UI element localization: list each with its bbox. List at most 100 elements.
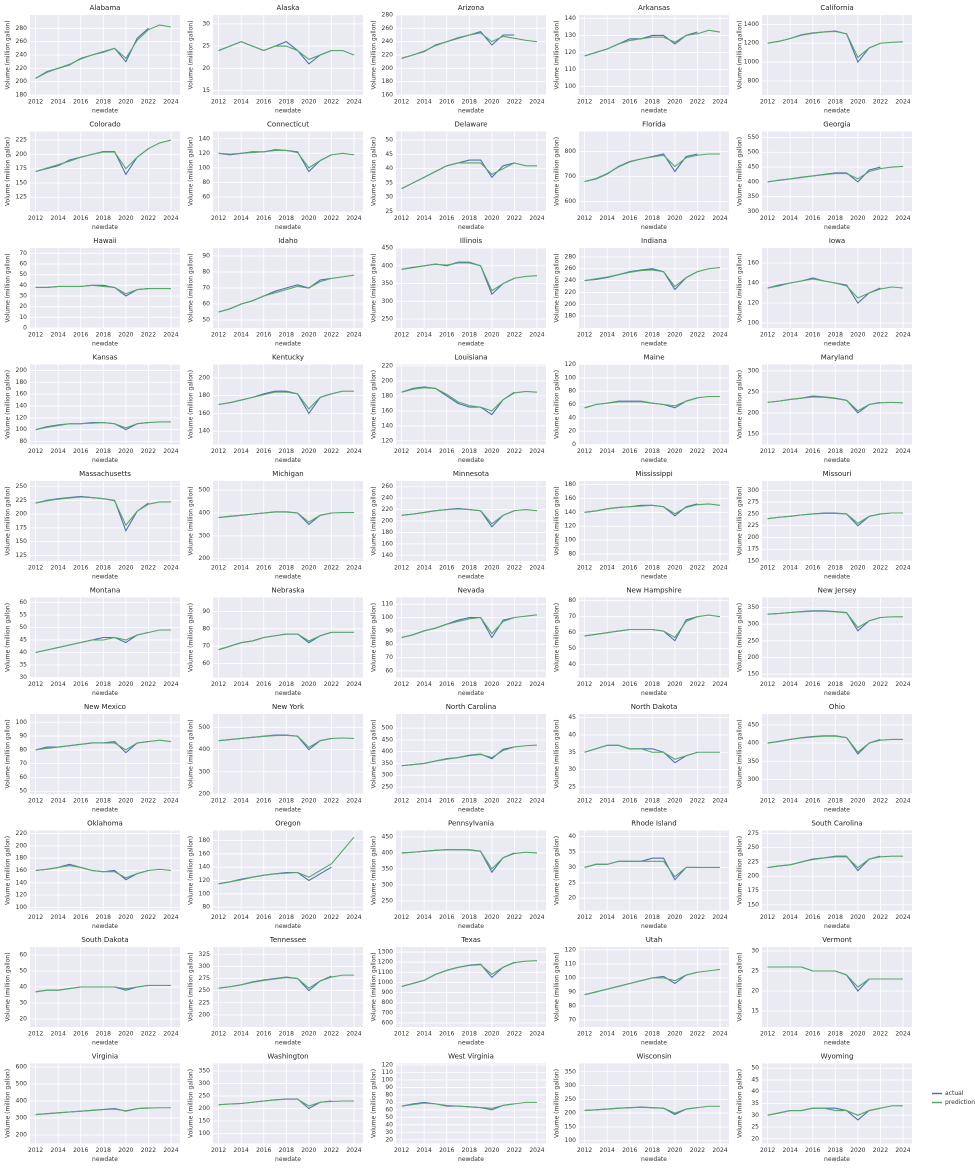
y-axis-label: Volume (million gallon) <box>737 1069 744 1138</box>
y-tick-label: 300 <box>199 1080 211 1087</box>
x-tick-label: 2018 <box>462 215 477 222</box>
y-tick-label: 35 <box>568 749 576 756</box>
x-tick-label: 2014 <box>51 565 66 572</box>
x-tick-label: 2020 <box>667 448 682 455</box>
x-tick-label: 2020 <box>850 1147 865 1154</box>
x-tick-label: 2020 <box>484 565 499 572</box>
x-tick-label: 2018 <box>279 681 294 688</box>
series-line <box>35 284 171 295</box>
x-tick-label: 2016 <box>256 1031 271 1038</box>
x-tick-label: 2022 <box>141 332 156 339</box>
x-tick-label: 2022 <box>873 215 888 222</box>
y-axis-label: Volume (million gallon) <box>737 836 744 905</box>
series-line <box>767 278 904 299</box>
y-tick-label: 250 <box>565 1096 577 1103</box>
x-tick-label: 2024 <box>895 215 910 222</box>
panel-title: Pennsylvania <box>448 820 494 828</box>
y-tick-label: 80 <box>385 641 393 648</box>
x-tick-label: 2024 <box>712 332 727 339</box>
y-tick-label: 30 <box>568 766 576 773</box>
x-axis-label: newdate <box>641 923 667 930</box>
y-tick-label: 60 <box>202 660 210 667</box>
panel-title: Minnesota <box>453 470 489 478</box>
y-tick-label: 150 <box>199 1118 211 1125</box>
x-tick-label: 2018 <box>96 681 111 688</box>
y-tick-label: 120 <box>565 361 577 368</box>
x-tick-label: 2016 <box>805 1147 820 1154</box>
y-tick-label: 10 <box>19 314 27 321</box>
y-tick-label: 160 <box>16 867 28 874</box>
x-tick-label: 2012 <box>577 798 592 805</box>
x-tick-label: 2024 <box>163 1147 178 1154</box>
y-tick-label: 30 <box>19 674 27 681</box>
x-tick-label: 2022 <box>324 99 339 106</box>
x-tick-label: 2020 <box>301 565 316 572</box>
panel-title: Rhode Island <box>631 820 676 828</box>
y-tick-label: 100 <box>16 904 28 911</box>
x-tick-label: 2016 <box>805 565 820 572</box>
x-tick-label: 2016 <box>73 215 88 222</box>
x-tick-label: 2012 <box>577 1147 592 1154</box>
x-tick-label: 2018 <box>279 914 294 921</box>
x-tick-label: 2016 <box>73 99 88 106</box>
series-line <box>35 1107 171 1116</box>
y-tick-label: 400 <box>199 510 211 517</box>
y-axis-label: Volume (million gallon) <box>5 370 12 439</box>
y-tick-label: 200 <box>565 301 577 308</box>
y-tick-label: 45 <box>751 1076 759 1083</box>
x-tick-label: 2020 <box>667 1031 682 1038</box>
x-tick-label: 2020 <box>667 1147 682 1154</box>
x-tick-label: 2018 <box>96 215 111 222</box>
x-tick-label: 2012 <box>211 798 226 805</box>
y-tick-label: 200 <box>748 873 760 880</box>
series-line <box>401 1101 537 1109</box>
x-axis-label: newdate <box>458 341 484 348</box>
y-axis-label: Volume (million gallon) <box>737 370 744 439</box>
series-line <box>35 629 171 654</box>
x-tick-label: 2018 <box>96 1147 111 1154</box>
x-tick-label: 2022 <box>507 681 522 688</box>
x-tick-label: 2012 <box>394 681 409 688</box>
plot-background <box>396 364 546 445</box>
series-line <box>584 1105 720 1114</box>
x-tick-label: 2018 <box>828 332 843 339</box>
y-tick-label: 60 <box>385 667 393 674</box>
x-tick-label: 2016 <box>622 798 637 805</box>
x-axis-label: newdate <box>824 224 850 231</box>
x-tick-label: 2018 <box>828 448 843 455</box>
series-line <box>767 966 903 988</box>
x-tick-label: 2014 <box>234 215 249 222</box>
y-tick-label: 80 <box>202 269 210 276</box>
series-line <box>35 24 172 79</box>
y-axis-label: Volume (million gallon) <box>554 253 561 322</box>
y-tick-label: 450 <box>748 164 760 171</box>
x-axis-label: newdate <box>824 690 850 697</box>
y-tick-label: 110 <box>382 601 394 608</box>
x-tick-label: 2022 <box>507 798 522 805</box>
x-tick-label: 2016 <box>622 332 637 339</box>
x-tick-label: 2024 <box>529 215 544 222</box>
y-tick-label: 25 <box>751 1124 759 1131</box>
x-tick-label: 2018 <box>645 1031 660 1038</box>
x-tick-label: 2022 <box>690 1031 705 1038</box>
x-tick-label: 2022 <box>690 215 705 222</box>
x-tick-label: 2014 <box>234 798 249 805</box>
y-tick-label: 600 <box>16 1063 28 1070</box>
y-tick-label: 100 <box>199 1130 211 1137</box>
y-tick-label: 100 <box>199 164 211 171</box>
y-tick-label: 225 <box>16 137 28 144</box>
y-tick-label: 160 <box>382 540 394 547</box>
x-tick-label: 2014 <box>417 99 432 106</box>
series-line <box>35 984 171 993</box>
x-tick-label: 2012 <box>211 448 226 455</box>
y-tick-label: 40 <box>568 414 576 421</box>
x-axis-label: newdate <box>824 457 850 464</box>
x-tick-label: 2012 <box>394 1031 409 1038</box>
x-tick-label: 2020 <box>118 332 133 339</box>
y-tick-label: 100 <box>382 614 394 621</box>
y-tick-label: 20 <box>751 988 759 995</box>
y-tick-label: 200 <box>382 377 394 384</box>
x-tick-label: 2012 <box>28 798 43 805</box>
x-axis-label: newdate <box>275 341 301 348</box>
x-tick-label: 2014 <box>417 448 432 455</box>
